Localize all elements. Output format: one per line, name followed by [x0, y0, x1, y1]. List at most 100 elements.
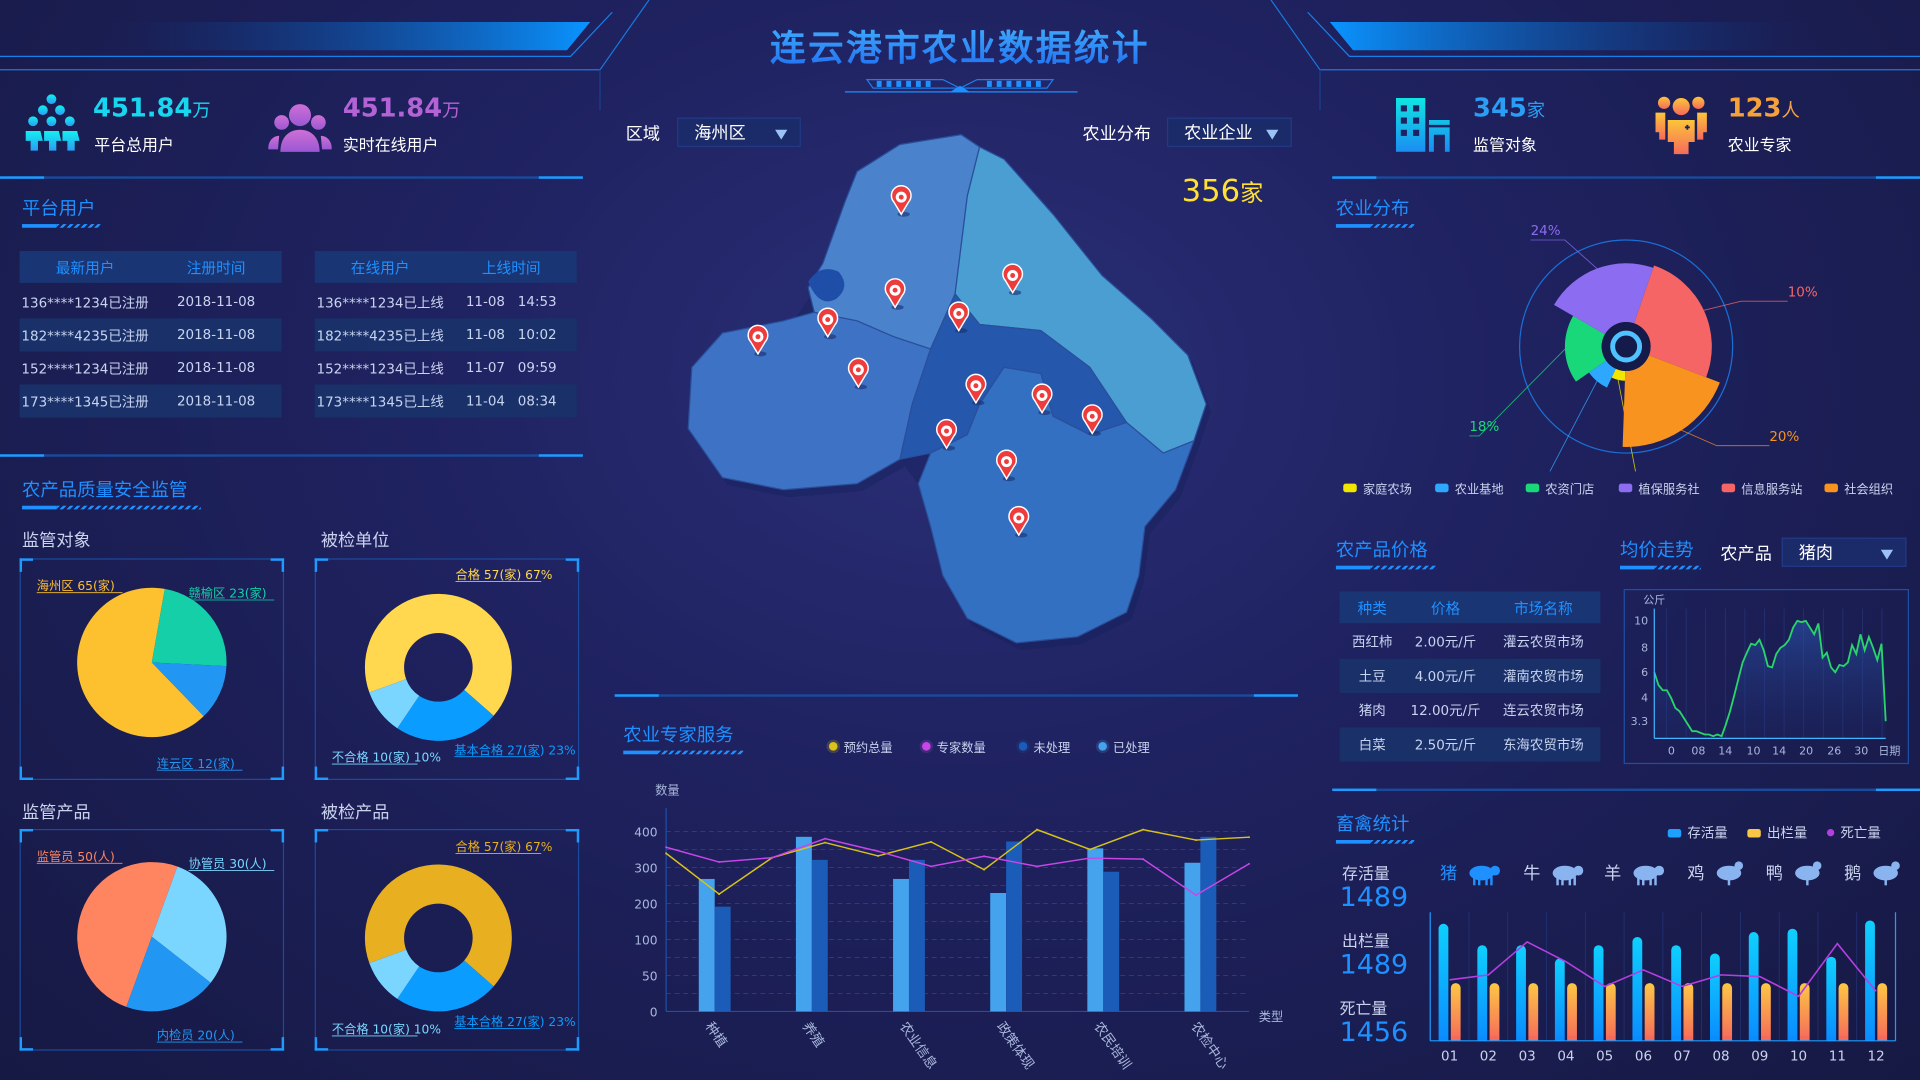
table-row[interactable]: 白菜 2.50元/斤 东海农贸市场 [1339, 727, 1601, 762]
bar-出栏量[interactable] [1489, 983, 1500, 1041]
bar-存活量[interactable] [1554, 958, 1565, 1041]
table-row[interactable]: 136****1234已上线 11-08 14:53 [315, 285, 577, 318]
legend-item[interactable]: 农业基地 [1435, 479, 1504, 497]
bar-未处理[interactable] [811, 859, 828, 1012]
legend-item[interactable]: 死亡量 [1826, 823, 1881, 843]
rose-slice[interactable] [1622, 355, 1720, 447]
table-row[interactable]: 136****1234已注册 2018-11-08 [20, 285, 282, 318]
animal-tab-duck[interactable]: 鸭 [1766, 860, 1827, 887]
location-pin-icon[interactable] [965, 373, 987, 406]
bar-存活量[interactable] [1865, 920, 1875, 1041]
legend-item[interactable]: 植保服务社 [1618, 479, 1700, 497]
animal-tab-pig[interactable]: 猪 [1440, 860, 1501, 887]
bar-已处理[interactable] [795, 836, 812, 1012]
animal-tab-chicken[interactable]: 鸡 [1687, 860, 1748, 887]
legend-item[interactable]: 社会组织 [1824, 479, 1893, 497]
building-pin-icon[interactable] [890, 185, 912, 217]
pie-slice[interactable] [369, 949, 420, 999]
pie-slice[interactable] [77, 862, 178, 1007]
flag-pin-icon[interactable] [1002, 263, 1024, 296]
leaf-pin-icon[interactable] [1008, 505, 1030, 538]
bar-出栏量[interactable] [1799, 983, 1810, 1041]
pie-slice[interactable] [364, 593, 512, 716]
table-row[interactable]: 182****4235已上线 11-08 10:02 [314, 318, 577, 352]
bar-未处理[interactable] [1006, 841, 1023, 1012]
table-row[interactable]: 182****4235已注册 2018-11-08 [19, 318, 282, 352]
pie-slice[interactable] [151, 866, 227, 983]
legend-item[interactable]: 信息服务站 [1721, 479, 1802, 497]
bar-存活量[interactable] [1438, 923, 1449, 1041]
camera-pin-icon[interactable] [1031, 383, 1053, 416]
bar-存活量[interactable] [1516, 945, 1526, 1041]
animal-tab-cow[interactable]: 牛 [1523, 860, 1584, 887]
bar-出栏量[interactable] [1877, 983, 1888, 1041]
pie-slice[interactable] [397, 960, 494, 1012]
legend-item[interactable]: 出栏量 [1747, 823, 1807, 843]
bar-出栏量[interactable] [1838, 983, 1849, 1041]
pie-slice[interactable] [397, 689, 494, 741]
bar-存活量[interactable] [1748, 932, 1759, 1041]
bar-存活量[interactable] [1671, 945, 1682, 1041]
target-pin-icon[interactable] [747, 324, 769, 357]
building-pin-icon[interactable] [884, 278, 906, 310]
bar-出栏量[interactable] [1528, 983, 1539, 1041]
legend-item[interactable]: 农资门店 [1525, 479, 1594, 497]
pie-slice[interactable] [126, 936, 211, 1012]
pie-slice[interactable] [77, 587, 204, 738]
bar-存活量[interactable] [1787, 928, 1798, 1041]
table-row[interactable]: 152****1234已上线 11-07 09:59 [315, 351, 577, 384]
store-pin-icon[interactable] [948, 301, 970, 334]
animal-tab-goat[interactable]: 羊 [1604, 860, 1665, 887]
bar-已处理[interactable] [990, 892, 1007, 1012]
bar-出栏量[interactable] [1567, 983, 1577, 1041]
table-row[interactable]: 土豆 4.00元/斤 灌南农贸市场 [1339, 658, 1601, 694]
bar-出栏量[interactable] [1450, 983, 1461, 1041]
table-row[interactable]: 西红柿 2.00元/斤 灌云农贸市场 [1340, 624, 1601, 658]
bar-已处理[interactable] [893, 878, 909, 1012]
chart-pin-icon[interactable] [996, 449, 1018, 482]
bar-未处理[interactable] [1103, 871, 1120, 1012]
legend-item[interactable]: 专家数量 [922, 737, 986, 756]
pie-slice[interactable] [364, 864, 512, 987]
bar-未处理[interactable] [714, 906, 731, 1012]
bar-已处理[interactable] [1184, 862, 1201, 1012]
product-select[interactable]: 猪肉 [1781, 537, 1907, 567]
table-row[interactable]: 173****1345已注册 2018-11-08 [19, 384, 282, 418]
pie-slice[interactable] [369, 679, 420, 729]
bar-出栏量[interactable] [1683, 983, 1694, 1041]
bar-存活量[interactable] [1593, 945, 1604, 1041]
region-select[interactable]: 海州区 [677, 117, 801, 147]
bar-出栏量[interactable] [1722, 983, 1733, 1041]
table-row[interactable]: 173****1345已上线 11-04 08:34 [314, 384, 577, 418]
rose-slice[interactable] [1634, 265, 1712, 378]
bar-出栏量[interactable] [1644, 983, 1655, 1041]
bar-出栏量[interactable] [1605, 983, 1616, 1041]
pie-slice[interactable] [151, 662, 227, 717]
rose-slice[interactable] [1611, 368, 1626, 381]
bar-已处理[interactable] [1087, 848, 1104, 1012]
document-pin-icon[interactable] [936, 418, 958, 451]
bar-未处理[interactable] [1200, 836, 1217, 1012]
home-pin-icon[interactable] [817, 307, 839, 340]
rose-slice[interactable] [1554, 263, 1654, 335]
legend-item[interactable]: 存活量 [1667, 823, 1728, 843]
legend-item[interactable]: 未处理 [1018, 737, 1070, 756]
legend-item[interactable]: 预约总量 [828, 737, 893, 756]
rose-slice[interactable] [1589, 360, 1616, 388]
animal-tab-goose[interactable]: 鹅 [1844, 860, 1905, 887]
table-row[interactable]: 152****1234已注册 2018-11-08 [20, 351, 282, 384]
bar-存活量[interactable] [1632, 936, 1643, 1041]
table-row[interactable]: 猪肉 12.00元/斤 连云农贸市场 [1340, 693, 1601, 727]
legend-item[interactable]: 已处理 [1098, 737, 1150, 756]
distribution-select[interactable]: 农业企业 [1166, 117, 1292, 147]
legend-item[interactable]: 家庭农场 [1343, 479, 1412, 497]
flag-pin-icon[interactable] [1081, 404, 1103, 436]
pie-slice[interactable] [151, 588, 227, 667]
bar-存活量[interactable] [1826, 956, 1837, 1041]
bar-已处理[interactable] [698, 878, 715, 1012]
person-pin-icon[interactable] [847, 357, 869, 390]
bar-未处理[interactable] [908, 859, 925, 1012]
rose-slice[interactable] [1564, 315, 1607, 382]
bar-出栏量[interactable] [1761, 983, 1771, 1041]
bar-存活量[interactable] [1477, 945, 1488, 1041]
